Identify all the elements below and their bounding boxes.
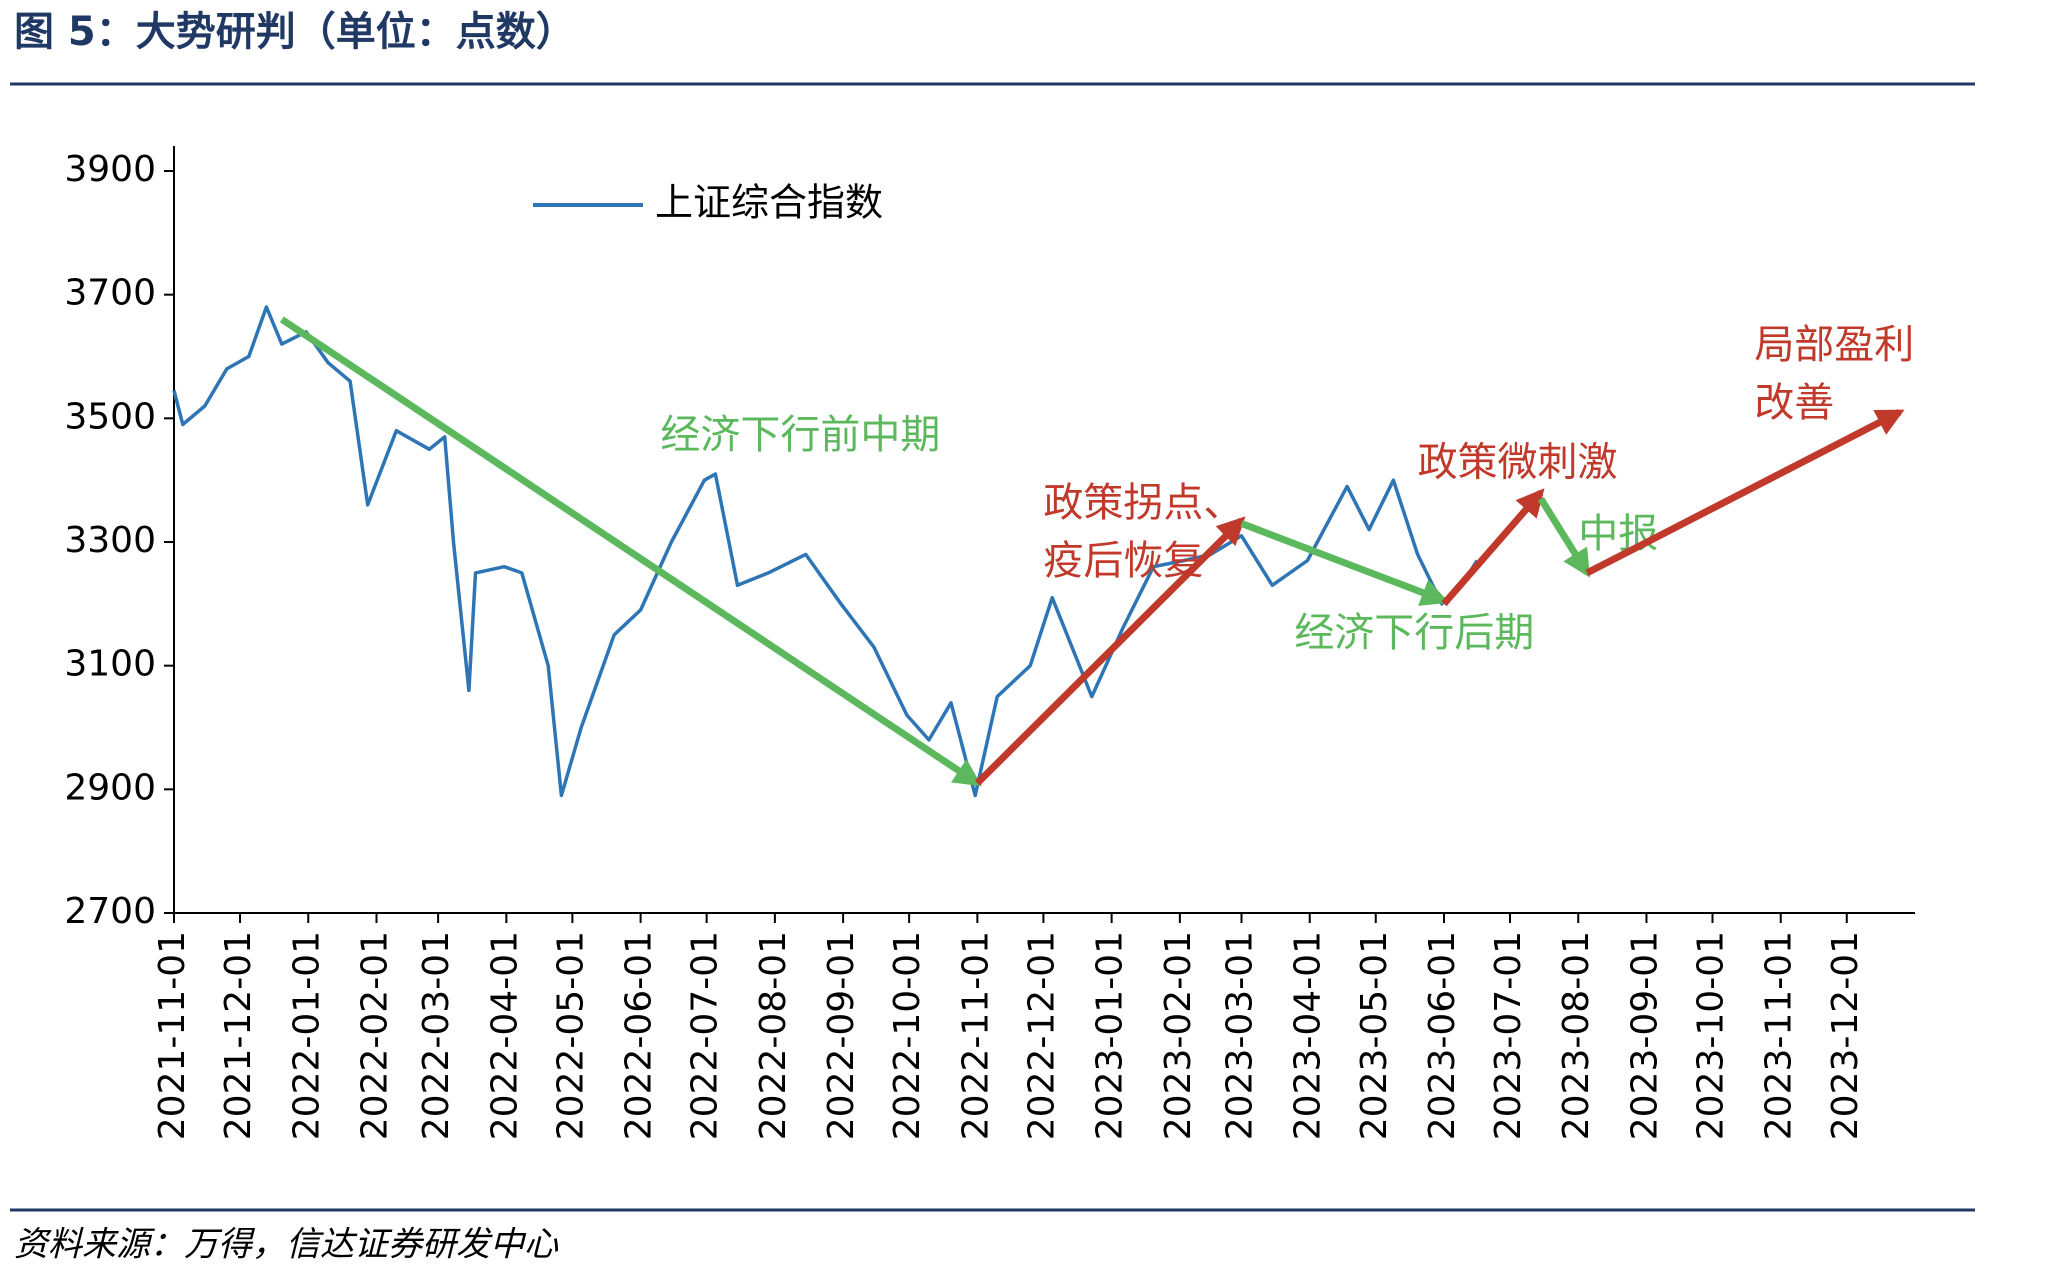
x-tick-label: 2022-03-01 (416, 931, 457, 1140)
y-tick-label: 3900 (64, 149, 156, 190)
annotation-arrow (1537, 496, 1591, 578)
x-tick-label: 2022-08-01 (753, 931, 794, 1140)
y-tick-label: 3700 (64, 273, 156, 314)
x-tick-label: 2023-05-01 (1354, 931, 1395, 1140)
annotation-text: 局部盈利 (1754, 322, 1914, 368)
x-tick-label: 2022-11-01 (955, 931, 996, 1140)
annotation-text: 政策拐点、 (1043, 480, 1243, 526)
annotation-arrow (279, 316, 983, 787)
x-tick-label: 2022-05-01 (550, 931, 591, 1140)
x-tick-label: 2023-09-01 (1624, 931, 1665, 1140)
x-tick-label: 2022-07-01 (685, 931, 726, 1140)
x-tick-label: 2022-09-01 (821, 931, 862, 1140)
x-tick-label: 2022-12-01 (1021, 931, 1062, 1140)
annotation-text: 疫后恢复 (1043, 538, 1203, 584)
y-tick-label: 3500 (64, 396, 156, 437)
chart-title: 图 5：大势研判（单位：点数） (14, 9, 576, 55)
x-tick-label: 2023-12-01 (1825, 931, 1866, 1140)
annotation-arrow (974, 516, 1246, 786)
y-tick-label: 2900 (64, 767, 156, 808)
y-tick-label: 3300 (64, 520, 156, 561)
annotation-arrow (1240, 520, 1450, 606)
series-line (172, 305, 1479, 798)
x-tick-label: 2022-01-01 (286, 931, 327, 1140)
x-tick-label: 2021-11-01 (152, 931, 193, 1140)
x-tick-label: 2022-10-01 (887, 931, 928, 1140)
x-tick-label: 2023-01-01 (1090, 931, 1131, 1140)
x-tick-label: 2023-11-01 (1759, 931, 1800, 1140)
annotation-text: 政策微刺激 (1418, 440, 1618, 486)
annotation-text: 中报 (1578, 511, 1658, 557)
x-tick-label: 2023-04-01 (1288, 931, 1329, 1140)
annotation-text: 经济下行前中期 (660, 412, 940, 458)
x-tick-label: 2023-02-01 (1158, 931, 1199, 1140)
x-tick-label: 2023-08-01 (1556, 931, 1597, 1140)
x-tick-label: 2022-04-01 (484, 931, 525, 1140)
x-tick-label: 2023-06-01 (1422, 931, 1463, 1140)
source-note: 资料来源：万得，信达证券研发中心 (14, 1225, 559, 1265)
x-tick-label: 2022-02-01 (354, 931, 395, 1140)
annotation-text: 经济下行后期 (1294, 610, 1534, 656)
x-tick-label: 2023-03-01 (1219, 931, 1260, 1140)
y-tick-label: 2700 (64, 891, 156, 932)
x-tick-label: 2023-07-01 (1488, 931, 1529, 1140)
annotation-arrow (1585, 409, 1905, 577)
x-tick-label: 2022-06-01 (619, 931, 660, 1140)
y-tick-label: 3100 (64, 644, 156, 685)
x-tick-label: 2021-12-01 (218, 931, 259, 1140)
annotation-arrow (1441, 488, 1545, 607)
x-tick-label: 2023-10-01 (1691, 931, 1732, 1140)
legend-label: 上证综合指数 (655, 181, 883, 225)
annotation-text: 改善 (1754, 380, 1834, 426)
